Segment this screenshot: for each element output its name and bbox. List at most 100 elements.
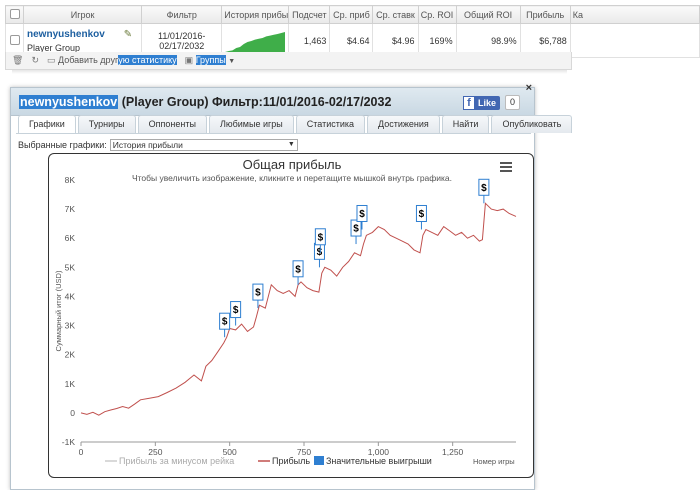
player-stats-table: Игрок Фильтр История прибы Подсчет Ср. п… xyxy=(4,5,700,58)
svg-text:$: $ xyxy=(233,305,239,316)
y-tick-label: 1K xyxy=(65,379,76,389)
big-win-marker[interactable]: $ xyxy=(292,260,304,285)
tab-tournaments[interactable]: Турниры xyxy=(77,115,136,133)
header-extra[interactable]: Ка xyxy=(569,5,700,24)
header-player[interactable]: Игрок xyxy=(23,5,143,24)
big-win-marker[interactable]: $ xyxy=(356,204,368,230)
add-stat-icon: ▭ xyxy=(46,55,56,65)
filter-line-1: 11/01/2016- xyxy=(158,30,206,41)
groups-button[interactable]: ▣ Группы ▼ xyxy=(185,55,235,66)
player-name-link[interactable]: newnyushenkov xyxy=(27,28,105,40)
chart-select[interactable]: История прибыли ▼ xyxy=(109,139,298,151)
x-tick-label: 250 xyxy=(148,447,162,457)
header-filter[interactable]: Фильтр xyxy=(141,5,223,24)
popup-title: newnyushenkov (Player Group) Фильтр:11/0… xyxy=(19,95,391,109)
y-tick-label: -1K xyxy=(62,437,76,447)
chart-menu-icon[interactable] xyxy=(500,162,512,174)
popup-tabs: Графики Турниры Оппоненты Любимые игры С… xyxy=(18,115,573,134)
chart-title: Общая прибыль xyxy=(243,157,342,172)
popup-header: newnyushenkov (Player Group) Фильтр:11/0… xyxy=(11,82,534,116)
y-tick-label: 6K xyxy=(65,233,76,243)
svg-text:$: $ xyxy=(353,224,359,235)
close-icon[interactable]: × xyxy=(525,82,532,94)
popup-player-name: newnyushenkov xyxy=(19,95,119,109)
svg-text:$: $ xyxy=(295,264,301,275)
player-group: Player Group xyxy=(27,42,81,53)
legend-item[interactable]: Прибыль за минусом рейка xyxy=(105,456,234,466)
svg-text:Прибыль за минусом рейка: Прибыль за минусом рейка xyxy=(119,456,234,466)
series-line-profit xyxy=(80,202,517,416)
svg-text:$: $ xyxy=(255,288,261,299)
tab-opponents[interactable]: Оппоненты xyxy=(137,115,207,133)
legend-item[interactable]: Прибыль xyxy=(258,456,310,466)
chart-select-row: Выбранные графики: История прибыли ▼ xyxy=(18,139,298,151)
big-win-marker[interactable]: $ xyxy=(478,178,490,204)
table-toolbar: 🗑 ↻ ▭ Добавить другую статистику ▣ Групп… xyxy=(5,52,572,70)
header-avg-stake[interactable]: Ср. ставк xyxy=(372,5,419,24)
big-win-marker[interactable]: $ xyxy=(415,204,427,230)
x-tick-label: 0 xyxy=(79,447,84,457)
add-stat-label-prefix: Добавить друг xyxy=(58,55,119,65)
legend-item[interactable]: Значительные выигрыши xyxy=(314,456,432,466)
tab-favorite-games[interactable]: Любимые игры xyxy=(208,115,294,133)
facebook-like-label: Like xyxy=(478,98,497,108)
filter-line-2: 02/17/2032 xyxy=(159,40,205,51)
add-stat-label-highlight: ую статистику xyxy=(118,55,177,65)
y-tick-label: 7K xyxy=(65,204,76,214)
facebook-icon: f xyxy=(463,96,475,110)
header-profit[interactable]: Прибыль xyxy=(519,5,571,24)
header-count[interactable]: Подсчет xyxy=(288,5,331,24)
tab-publish[interactable]: Опубликовать xyxy=(491,115,573,133)
tab-find[interactable]: Найти xyxy=(441,115,490,133)
x-tick-label: 750 xyxy=(297,447,311,457)
header-select-all[interactable] xyxy=(4,5,25,24)
facebook-like-button[interactable]: f Like xyxy=(463,96,500,110)
header-avg-profit[interactable]: Ср. приб xyxy=(329,5,374,24)
x-axis-label: Номер игры xyxy=(473,457,515,466)
chevron-down-icon: ▼ xyxy=(287,141,295,148)
big-win-marker[interactable]: $ xyxy=(252,283,264,309)
header-avg-roi[interactable]: Ср. ROI xyxy=(417,5,457,24)
big-win-marker[interactable]: $ xyxy=(230,301,242,326)
y-tick-label: 2K xyxy=(65,350,76,360)
tag-icon: ✎ xyxy=(123,28,133,40)
refresh-icon[interactable]: ↻ xyxy=(31,55,39,65)
chart-select-value: История прибыли xyxy=(112,140,183,150)
toolbar-shadow xyxy=(12,70,567,74)
x-tick-label: 1,250 xyxy=(442,447,464,457)
groups-label: Группы xyxy=(195,55,226,65)
extra-cell xyxy=(569,23,700,58)
chart-container[interactable]: Общая прибыль Чтобы увеличить изображение… xyxy=(48,153,534,478)
svg-text:Прибыль: Прибыль xyxy=(272,456,310,466)
table-header-row: Игрок Фильтр История прибы Подсчет Ср. п… xyxy=(4,5,700,24)
header-total-roi[interactable]: Общий ROI xyxy=(455,5,521,24)
sparkline-area xyxy=(225,31,286,52)
big-win-marker[interactable]: $ xyxy=(313,242,325,268)
x-tick-label: 1,000 xyxy=(368,447,390,457)
tab-charts[interactable]: Графики xyxy=(18,115,76,134)
big-win-marker[interactable]: $ xyxy=(350,219,362,245)
svg-text:$: $ xyxy=(359,209,365,220)
trash-icon[interactable]: 🗑 xyxy=(12,55,24,65)
big-win-marker[interactable]: $ xyxy=(314,228,326,253)
tab-achievements[interactable]: Достижения xyxy=(367,115,440,133)
row-checkbox[interactable] xyxy=(9,34,20,45)
svg-text:$: $ xyxy=(481,183,487,194)
big-win-marker[interactable]: $ xyxy=(219,312,231,338)
add-stat-button[interactable]: ▭ Добавить другую статистику xyxy=(47,55,177,66)
y-axis-label: Суммарный итог (USD) xyxy=(54,270,63,351)
profit-sparkline xyxy=(225,31,286,52)
tab-statistics[interactable]: Статистика xyxy=(295,115,366,133)
popup-title-rest: (Player Group) Фильтр:11/01/2016-02/17/2… xyxy=(118,95,392,109)
chart-select-label: Выбранные графики: xyxy=(18,140,107,150)
tab-divider xyxy=(16,133,531,134)
svg-text:$: $ xyxy=(419,209,425,220)
svg-text:Значительные выигрыши: Значительные выигрыши xyxy=(326,456,432,466)
header-profit-history[interactable]: История прибы xyxy=(221,5,290,24)
y-tick-label: 8K xyxy=(65,175,76,185)
facebook-like-count: 0 xyxy=(505,95,520,110)
svg-text:$: $ xyxy=(317,247,323,258)
select-all-checkbox[interactable] xyxy=(9,8,20,19)
svg-text:$: $ xyxy=(222,317,228,328)
